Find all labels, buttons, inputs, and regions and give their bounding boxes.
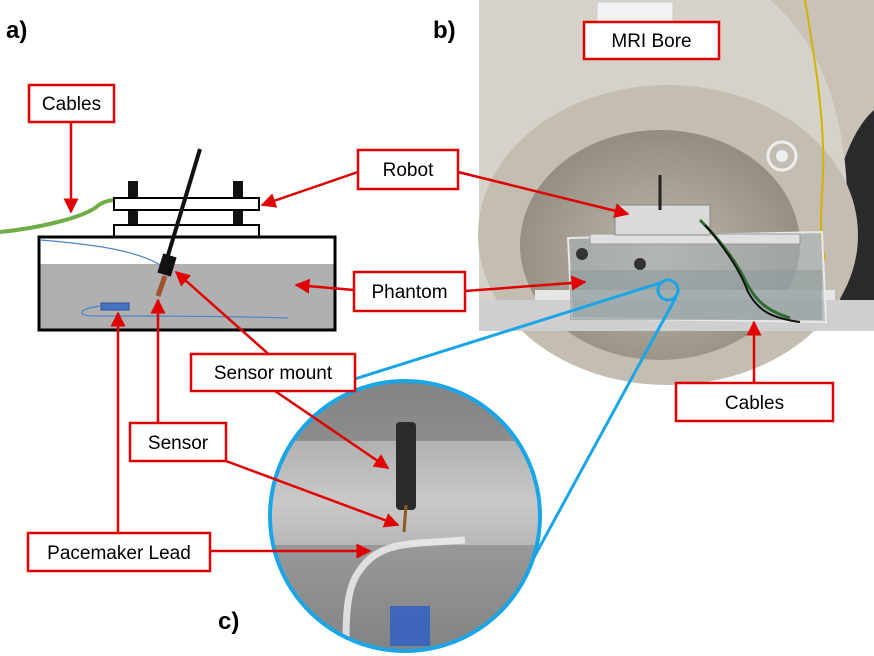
- mri-photo-panel: [478, 0, 874, 385]
- sensor-cable: [39, 239, 166, 269]
- scanner-control-icon: [766, 140, 798, 172]
- callout-sensor-mount: Sensor mount: [189, 352, 357, 393]
- callout-mri-bore: MRI Bore: [582, 20, 721, 61]
- arrow-robot-photo: [457, 170, 630, 219]
- yellow-cable: [804, 0, 826, 261]
- zoom-anchor-circle: [656, 278, 680, 302]
- phantom-container: [37, 235, 337, 332]
- schematic-panel: a): [0, 17, 337, 332]
- callout-cables-b-label: Cables: [725, 393, 784, 414]
- callout-pacemaker-lead: Pacemaker Lead: [26, 531, 212, 573]
- pacemaker-lead-tip: [100, 302, 130, 311]
- panel-label-b: b): [433, 17, 456, 44]
- arrow-sensor-mount-zoom: [274, 389, 390, 470]
- phantom-fluid: [39, 264, 335, 330]
- callout-sensor-mount-label: Sensor mount: [214, 363, 333, 384]
- arrow-phantom-schematic: [294, 278, 355, 294]
- arrows: [63, 122, 762, 559]
- sensor-shape: [155, 275, 168, 297]
- arrow-sensor-zoom: [225, 459, 400, 528]
- sensor-mount-shape: [157, 253, 177, 277]
- callout-robot: Robot: [356, 148, 460, 191]
- zoom-connector-right: [530, 296, 678, 562]
- callout-pacemaker-lead-label: Pacemaker Lead: [47, 543, 191, 564]
- zoom-sensor: [402, 504, 408, 533]
- callout-sensor: Sensor: [128, 421, 228, 463]
- arrow-sensor-mount-schematic: [174, 271, 274, 359]
- zoom-sensor-mount: [396, 422, 416, 510]
- callout-cables-a-label: Cables: [42, 94, 101, 115]
- zoom-connector-left: [344, 281, 661, 384]
- callout-cables-a: Cables: [27, 83, 116, 124]
- panel-label-a: a): [6, 17, 27, 44]
- callout-mri-bore-label: MRI Bore: [611, 31, 691, 52]
- zoom-outline: [268, 379, 542, 653]
- callout-phantom-label: Phantom: [371, 282, 447, 303]
- callout-sensor-label: Sensor: [148, 433, 209, 454]
- callout-robot-label: Robot: [383, 160, 434, 181]
- zoom-pacemaker-lead: [342, 536, 466, 641]
- callout-phantom: Phantom: [352, 270, 467, 313]
- arrow-phantom-photo: [464, 275, 587, 293]
- callout-cables-b: Cables: [674, 381, 835, 423]
- robot-needle: [164, 148, 202, 263]
- cable-line: [0, 198, 119, 234]
- robot-rail-lower: [113, 224, 260, 238]
- panel-label-c: c): [218, 608, 239, 635]
- zoom-panel: c): [218, 281, 678, 653]
- arrow-robot-schematic: [260, 170, 359, 208]
